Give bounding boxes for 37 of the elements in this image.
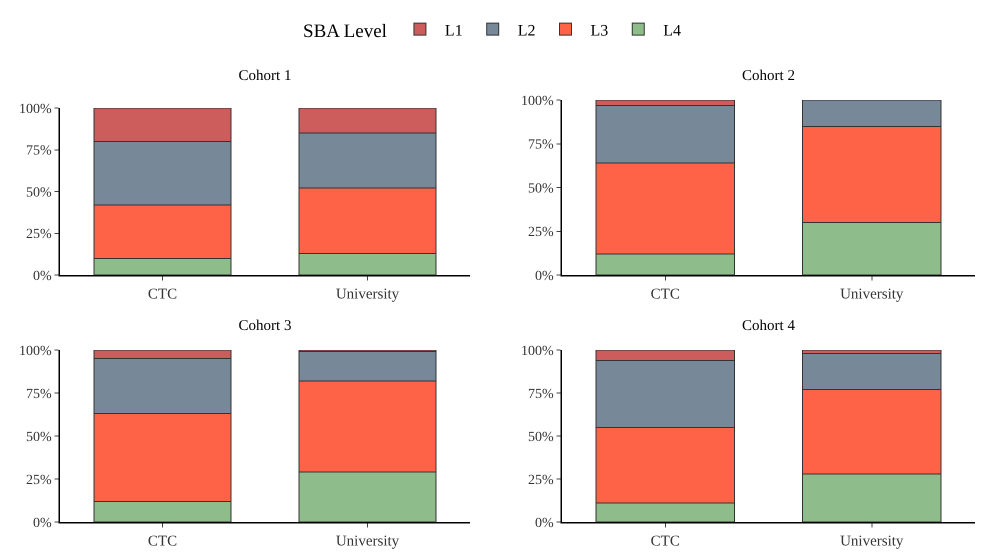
x-tick-label: University — [840, 534, 904, 550]
y-tick-label: 0% — [535, 268, 554, 284]
x-tick-label: University — [840, 286, 904, 302]
chart-title: Cohort 2 — [742, 68, 795, 84]
x-tick-label: CTC — [148, 286, 178, 302]
y-tick-label: 0% — [33, 516, 52, 531]
legend-label: L2 — [518, 22, 536, 40]
y-tick-label: 50% — [26, 430, 52, 445]
chart-title: Cohort 1 — [238, 68, 292, 84]
y-tick-label: 75% — [528, 138, 554, 153]
y-tick-label: 75% — [528, 386, 554, 402]
y-tick-label: 100% — [19, 344, 52, 359]
y-tick-label: 25% — [26, 227, 52, 242]
legend-title: SBA Level — [303, 20, 387, 42]
y-tick-label: 75% — [26, 144, 52, 159]
legend-label: L3 — [590, 22, 608, 40]
x-tick-label: University — [336, 286, 400, 302]
y-tick-label: 0% — [33, 268, 52, 284]
y-tick-label: 0% — [535, 516, 554, 531]
legend-label: L4 — [663, 22, 682, 40]
x-tick-label: CTC — [148, 534, 178, 550]
x-tick-label: CTC — [650, 286, 680, 302]
x-tick-label: University — [336, 534, 400, 550]
y-tick-label: 50% — [528, 181, 554, 196]
chart-title: Cohort 3 — [238, 318, 292, 334]
y-tick-label: 75% — [26, 386, 52, 402]
y-tick-label: 100% — [521, 94, 554, 109]
y-tick-label: 25% — [26, 472, 52, 488]
y-tick-label: 25% — [528, 225, 554, 240]
x-tick-label: CTC — [650, 534, 680, 550]
y-tick-label: 100% — [521, 344, 554, 359]
y-tick-label: 50% — [26, 185, 52, 200]
y-tick-label: 100% — [19, 102, 52, 117]
y-tick-label: 25% — [528, 472, 554, 488]
y-tick-label: 50% — [528, 430, 554, 445]
chart-title: Cohort 4 — [742, 318, 796, 334]
legend-label: L1 — [444, 22, 463, 40]
